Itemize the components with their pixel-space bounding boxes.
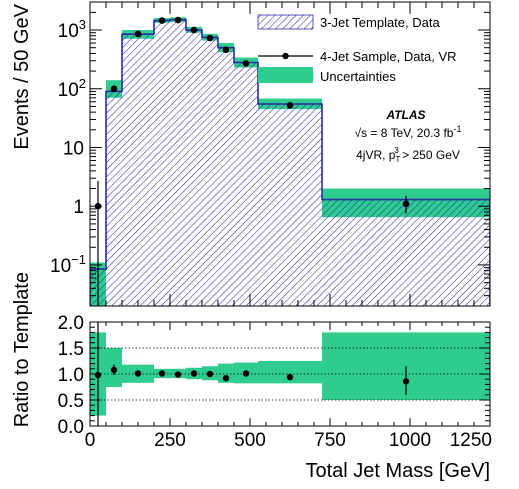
ratio-point-2 [135,370,141,376]
legend-label-uncertainty: Uncertainties [320,69,396,84]
y-tick-label-1: 1 [73,197,84,218]
x-tick-label-0: 0 [85,430,96,451]
y-tick-label-exponent: 3 [79,17,86,32]
atlas-annotation: ATLAS √s = 8 TeV, 20.3 fb-1 4jVR, pT3 > … [354,108,461,164]
data-point-2 [135,31,142,38]
legend-label-template: 3-Jet Template, Data [320,15,440,30]
ratio-point-6 [207,371,213,377]
region-suffix: > 250 GeV [399,148,460,162]
data-point-10 [403,200,410,207]
data-point-1 [111,85,118,92]
ratio-y-tick-label-4: 2.0 [58,313,84,334]
legend-swatch-data-marker [282,53,288,59]
energy-lumi-text: √s = 8 TeV, 20.3 fb [354,126,453,140]
template-bin-9 [258,104,322,306]
y-tick-label-base: 10 [63,138,84,159]
y-tick-label-2: 10 [63,138,84,159]
y-tick-label-exponent: 2 [79,76,86,91]
ratio-point-9 [287,374,293,380]
x-tick-label-2: 500 [234,430,266,451]
legend-swatch-template [258,15,313,29]
region-label: 4jVR, pT3 > 250 GeV [356,146,460,164]
ratio-point-1 [111,367,117,373]
template-bin-7 [218,48,234,306]
ratio-point-5 [191,370,197,376]
ratio-y-tick-label-3: 1.5 [58,339,84,360]
ratio-y-tick-label-0: 0.0 [58,417,84,438]
y-tick-label-base: 10 [58,21,79,42]
data-point-8 [243,60,250,67]
y-tick-label-base: 1 [73,197,84,218]
y-tick-label-0: 10−1 [50,252,86,277]
legend: 3-Jet Template, Data 4-Jet Sample, Data,… [258,15,457,84]
y-tick-label-base: 10 [58,80,79,101]
data-point-7 [223,47,230,54]
template-bin-3 [154,21,170,306]
y-tick-label-3: 102 [58,76,86,101]
ratio-point-4 [175,371,181,377]
energy-lumi-label: √s = 8 TeV, 20.3 fb-1 [354,124,461,140]
data-point-6 [207,35,214,42]
template-bin-10 [322,200,490,306]
ratio-point-7 [223,375,229,381]
ratio-point-0 [95,372,101,378]
x-tick-label-4: 1000 [389,430,431,451]
ratio-point-8 [243,370,249,376]
legend-entry-template: 3-Jet Template, Data [258,15,440,30]
ratio-y-tick-label-1: 0.5 [58,391,84,412]
ratio-point-3 [159,370,165,376]
template-bin-8 [234,62,258,306]
template-bin-4 [170,20,186,306]
ratio-point-10 [403,378,409,384]
main-y-axis-label: Events / 50 GeV [11,3,33,149]
data-point-5 [191,27,198,34]
y-tick-label-4: 103 [58,17,86,42]
energy-lumi-sup: -1 [453,124,461,134]
x-tick-label-3: 750 [314,430,346,451]
atlas-label: ATLAS [385,108,425,122]
ratio-y-tick-label-2: 1.0 [58,365,84,386]
template-bin-6 [202,37,218,306]
data-point-3 [159,17,166,24]
data-point-9 [287,102,294,109]
legend-entry-uncertainty: Uncertainties [258,67,396,84]
x-axis-label: Total Jet Mass [GeV] [305,460,490,482]
ratio-y-axis-label: Ratio to Template [11,272,33,427]
legend-swatch-uncertainty [258,67,313,83]
y-tick-label-exponent: −1 [71,252,86,267]
template-bin-1 [106,91,122,306]
legend-entry-data: 4-Jet Sample, Data, VR [258,49,457,64]
data-point-4 [175,17,182,24]
legend-label-data: 4-Jet Sample, Data, VR [320,49,457,64]
template-bin-5 [186,30,202,306]
region-text: 4jVR, p [356,148,396,162]
y-tick-label-base: 10 [50,256,71,277]
template-bin-2 [122,34,154,306]
x-tick-label-1: 250 [154,430,186,451]
x-tick-label-5: 1250 [450,430,492,451]
